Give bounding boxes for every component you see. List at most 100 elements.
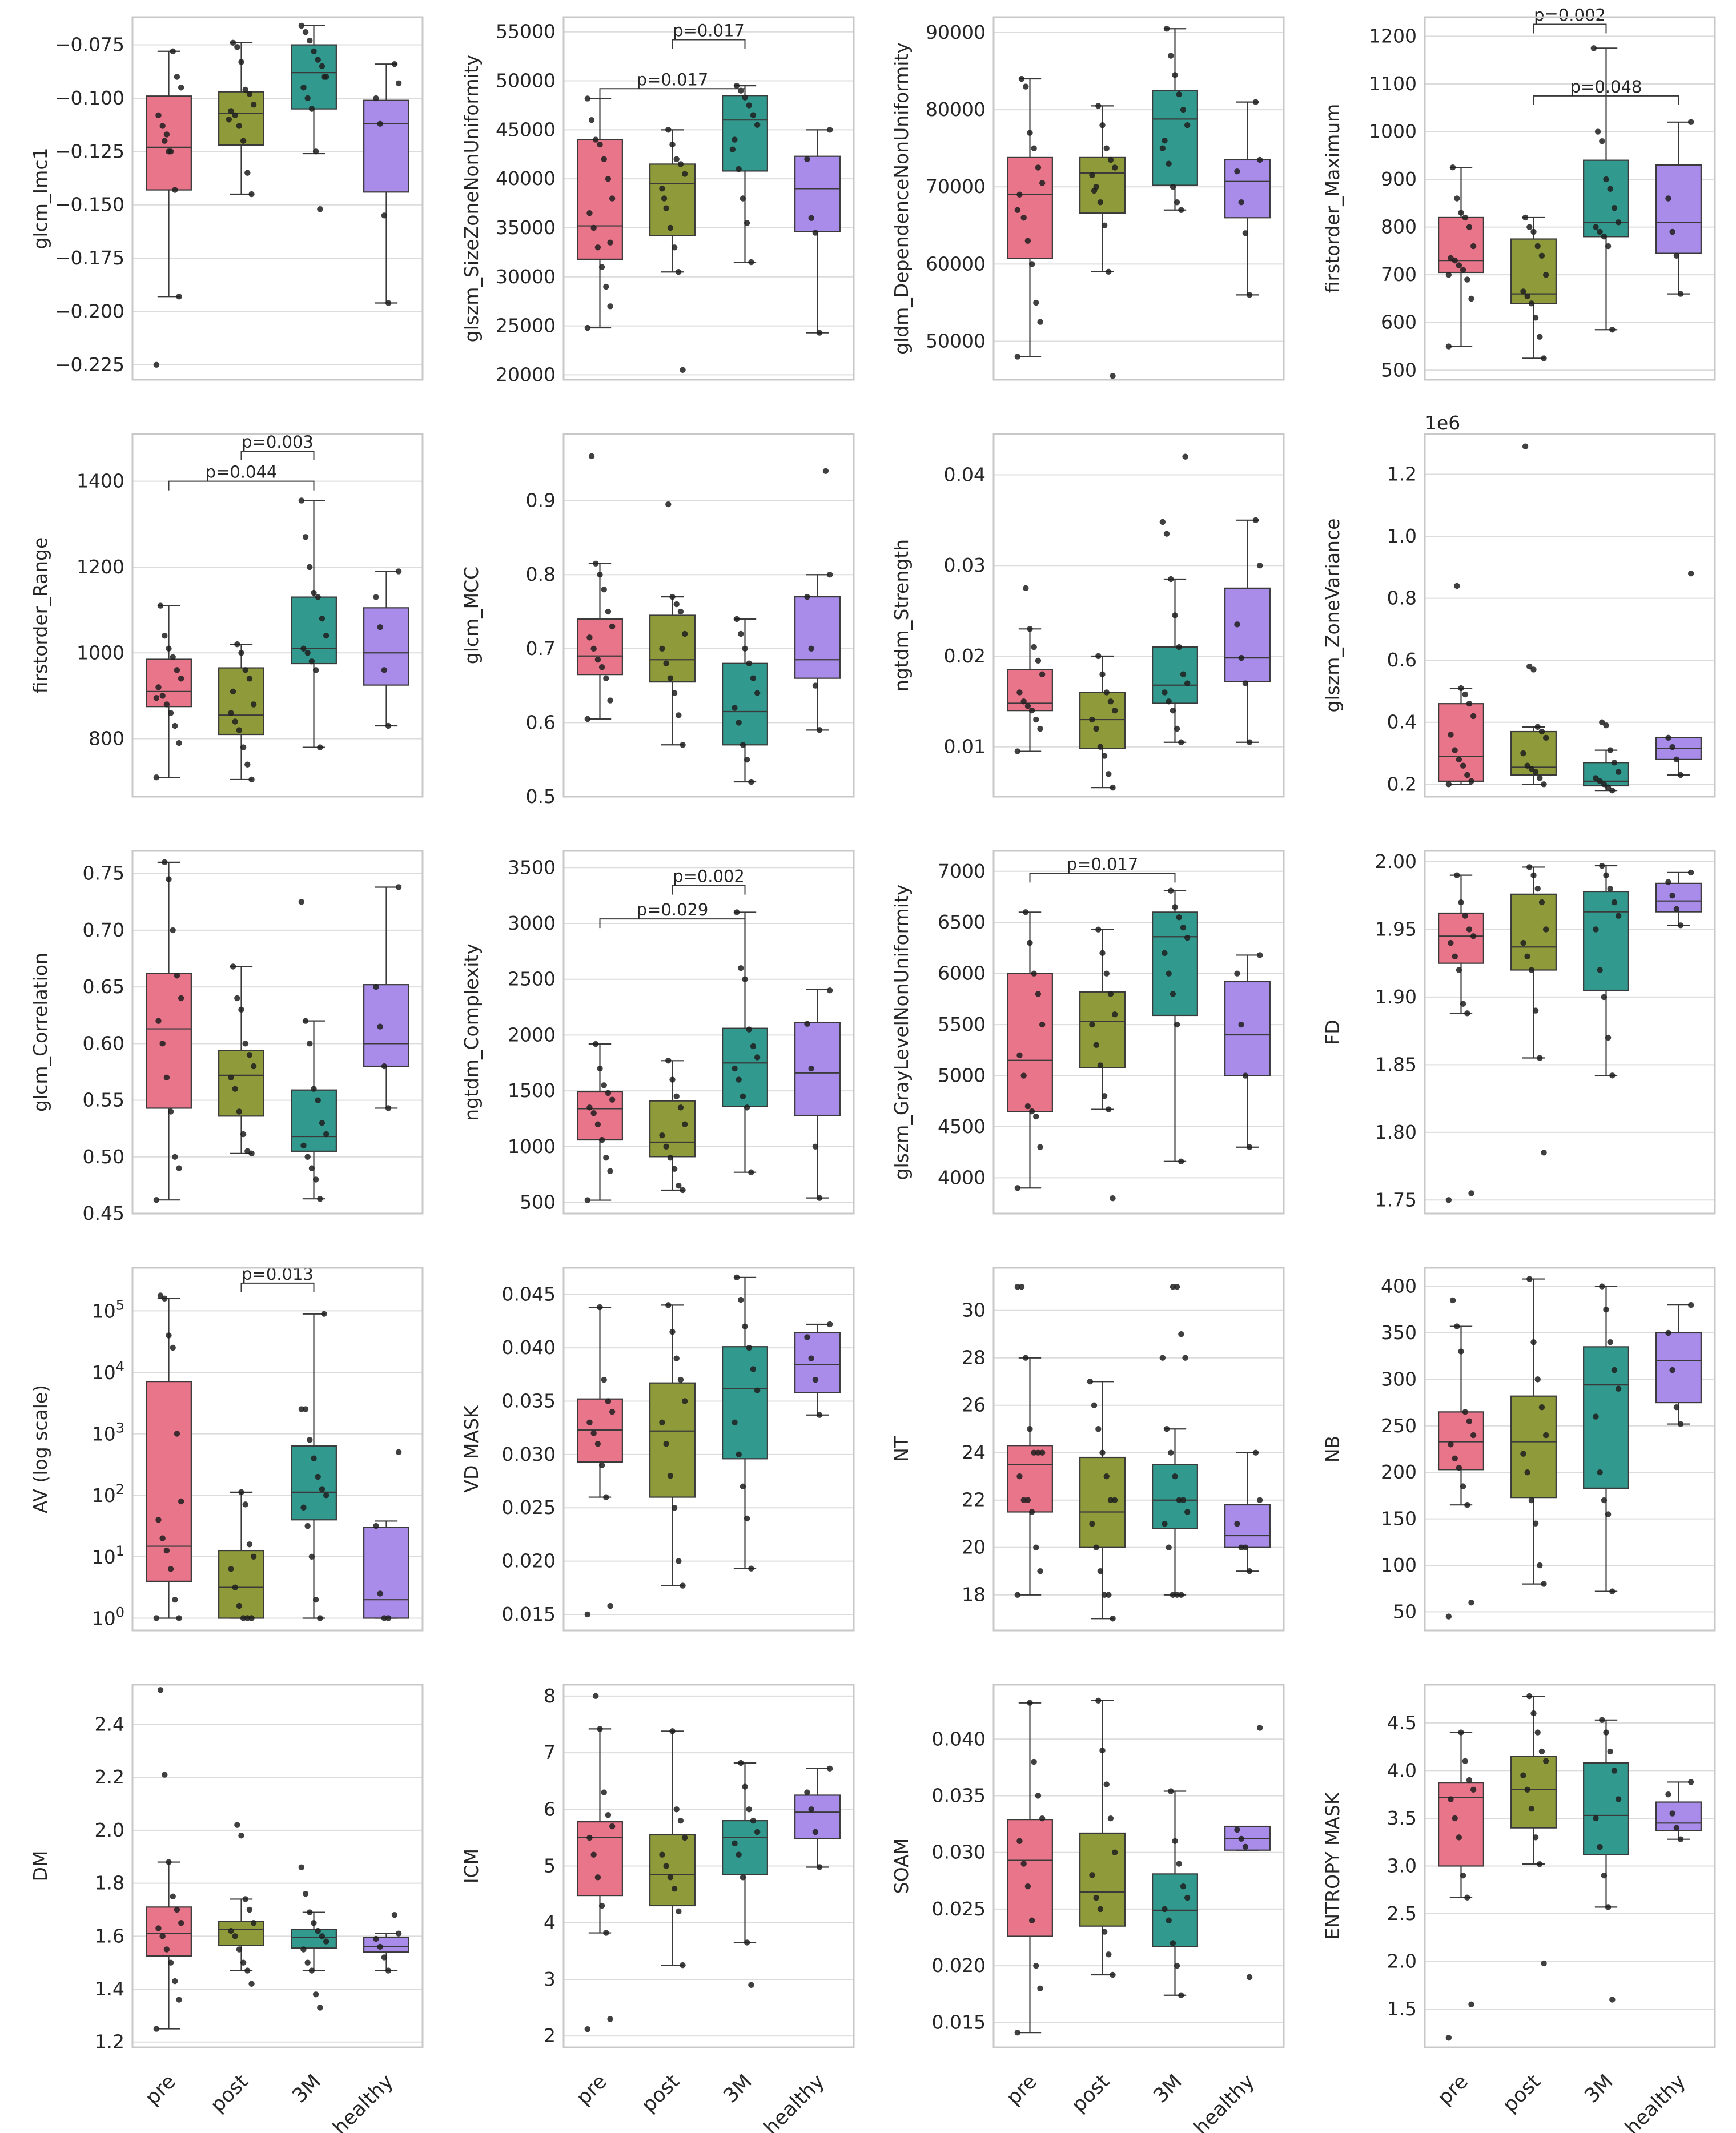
data-point [1542, 734, 1549, 741]
data-point [1520, 1772, 1526, 1778]
data-point [1039, 1021, 1046, 1028]
data-point [1182, 1355, 1188, 1361]
data-point [1028, 1108, 1035, 1115]
y-tick-label: 1200 [1369, 25, 1417, 47]
y-tick-label: 4000 [938, 1166, 986, 1188]
iqr-box [1224, 159, 1271, 219]
data-point [671, 690, 678, 696]
data-point [1541, 781, 1547, 788]
data-point [1532, 769, 1539, 775]
data-point [1087, 1379, 1094, 1385]
data-point [304, 650, 311, 656]
data-point [1093, 1544, 1099, 1550]
box-healthy [1655, 121, 1702, 295]
data-point [804, 1334, 810, 1340]
plot-frame [992, 850, 1285, 1215]
data-point [1101, 222, 1108, 228]
data-point [1458, 1348, 1464, 1355]
data-point [307, 1041, 313, 1047]
data-point [1677, 1421, 1684, 1427]
data-point [676, 1558, 682, 1564]
data-point [1031, 1449, 1037, 1456]
iqr-box [1655, 164, 1702, 254]
data-point [1246, 292, 1253, 298]
box-post [649, 129, 696, 273]
data-point [1027, 939, 1033, 946]
iqr-box [1152, 646, 1198, 704]
iqr-box [291, 1089, 337, 1152]
data-point [598, 1462, 605, 1468]
data-point [323, 1938, 329, 1945]
data-point [240, 1131, 247, 1138]
data-point [754, 122, 761, 128]
data-point [244, 1615, 251, 1621]
data-point [170, 927, 176, 934]
y-tick-label: −0.125 [55, 140, 124, 162]
data-point [172, 1978, 178, 1985]
y-axis-label: firstorder_Range [29, 537, 51, 694]
data-point [1016, 1052, 1023, 1058]
data-point [669, 1728, 676, 1734]
data-point [746, 1344, 752, 1351]
y-tick-label: 0.7 [526, 637, 556, 660]
data-point [236, 1946, 243, 1953]
box-3M [722, 618, 768, 783]
data-point [242, 86, 248, 93]
data-point [1456, 262, 1462, 268]
x-category-label: 3M [719, 2070, 756, 2107]
y-tick-label: 0.040 [932, 1728, 986, 1750]
data-point [1166, 1544, 1172, 1550]
data-point [178, 676, 184, 682]
y-tick-label: 800 [89, 728, 124, 750]
data-point [308, 658, 315, 665]
data-point [1456, 1464, 1462, 1471]
data-point [590, 645, 597, 652]
data-point [1014, 1185, 1021, 1191]
data-point [1099, 1449, 1106, 1456]
x-category-label: post [1067, 2070, 1114, 2117]
y-tick-label: 1.95 [1375, 918, 1417, 940]
data-point [312, 667, 319, 673]
data-point [1162, 1906, 1168, 1913]
data-point [1184, 934, 1191, 941]
data-point [1445, 271, 1452, 278]
y-tick-label: −0.150 [55, 194, 124, 216]
box-healthy [794, 1323, 841, 1416]
box-healthy [1655, 737, 1702, 776]
box-3M [722, 1762, 768, 1943]
box-pre [1438, 167, 1484, 347]
data-point [1166, 1917, 1172, 1923]
data-point [1520, 939, 1526, 946]
data-point [1159, 145, 1166, 151]
data-point [677, 1104, 684, 1111]
data-point [298, 1864, 305, 1871]
y-tick-label: 1.8 [95, 1872, 124, 1894]
data-point [1464, 772, 1470, 778]
data-point [750, 112, 757, 118]
data-point [317, 1615, 323, 1621]
y-tick-label: 40000 [496, 167, 556, 190]
data-point [1534, 1376, 1541, 1383]
data-point [159, 1041, 166, 1047]
x-category-label: pre [572, 2070, 612, 2110]
iqr-box [577, 139, 623, 260]
data-point [300, 645, 307, 652]
data-point [1242, 230, 1249, 236]
data-point [740, 195, 746, 202]
data-point [163, 131, 170, 138]
data-point [1031, 145, 1037, 151]
data-point [155, 112, 162, 119]
box-3M [722, 1276, 768, 1569]
data-point [1597, 228, 1603, 235]
data-point [597, 141, 603, 148]
data-point [754, 690, 761, 696]
data-point [159, 1535, 166, 1541]
box-post [1079, 929, 1126, 1110]
data-point [1542, 1758, 1549, 1764]
data-point [170, 654, 176, 660]
data-point [1466, 926, 1473, 933]
data-point [153, 361, 160, 368]
data-point [748, 259, 754, 266]
iqr-box [722, 662, 768, 746]
data-point [603, 1930, 609, 1936]
